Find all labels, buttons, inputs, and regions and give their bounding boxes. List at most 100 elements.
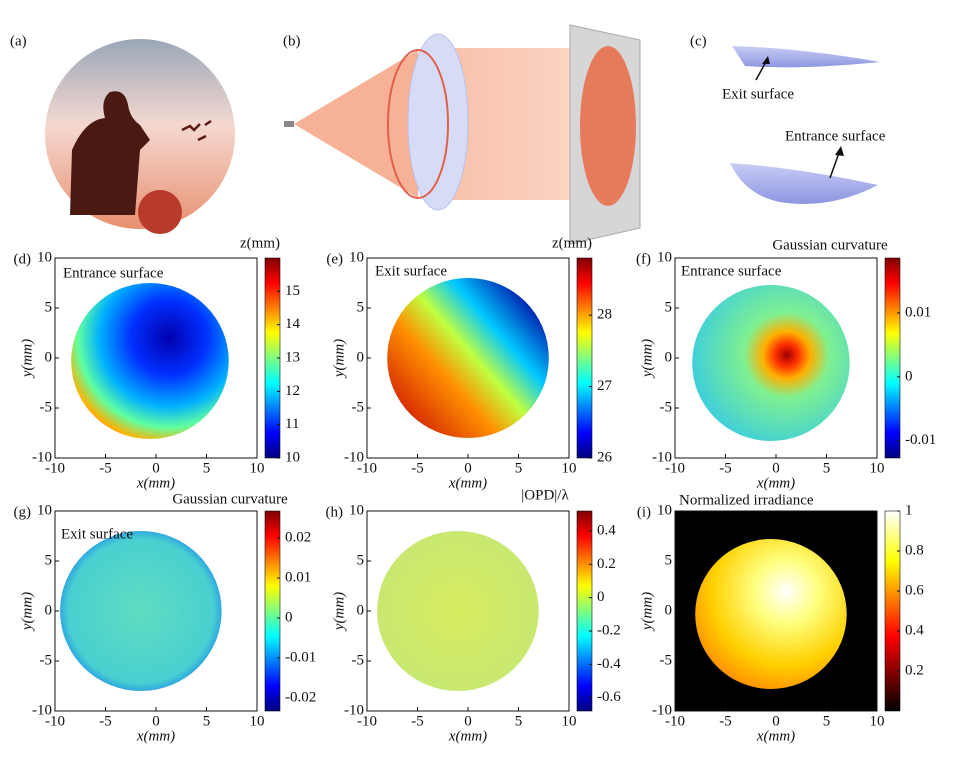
colorbar-title: |OPD|/λ xyxy=(521,487,569,503)
panel-label: (a) xyxy=(10,33,27,49)
colorbar-tick-label: 27 xyxy=(597,378,613,394)
y-tick-label: 10 xyxy=(657,249,672,265)
entrance-lens xyxy=(730,163,878,204)
x-tick-label: -10 xyxy=(665,460,685,476)
y-tick-label: 5 xyxy=(357,299,365,315)
colorbar-tick-label: 0 xyxy=(597,589,605,605)
x-tick-label: -10 xyxy=(357,713,377,729)
y-tick-label: -10 xyxy=(344,449,364,465)
colorbar-title: Gaussian curvature xyxy=(172,491,288,507)
y-tick-label: 0 xyxy=(45,602,53,618)
heatmap xyxy=(377,531,539,691)
panel-label: (i) xyxy=(637,504,651,520)
annotation: Entrance surface xyxy=(785,128,886,144)
arrowhead xyxy=(835,146,844,156)
y-tick-label: 5 xyxy=(45,552,53,568)
x-tick-label: 5 xyxy=(515,713,523,729)
y-axis-label: y(mm) xyxy=(331,339,347,379)
colorbar-tick-label: 0.6 xyxy=(905,582,924,598)
x-tick-label: 5 xyxy=(203,460,211,476)
colorbar-tick-label: 1 xyxy=(905,502,913,518)
exit-lens xyxy=(732,46,880,68)
panel-label: (f) xyxy=(636,251,651,267)
colorbar-tick-label: 0.2 xyxy=(905,662,924,678)
colorbar-title: z(mm) xyxy=(552,235,592,251)
panel-text: Entrance surface xyxy=(681,263,782,279)
y-axis-label: y(mm) xyxy=(19,592,35,632)
y-tick-label: 0 xyxy=(45,349,53,365)
y-tick-label: 5 xyxy=(357,552,365,568)
colorbar-tick-label: 0.01 xyxy=(905,304,931,320)
cone xyxy=(294,50,418,198)
x-tick-label: 5 xyxy=(823,460,831,476)
y-tick-label: -10 xyxy=(32,702,52,718)
colorbar-tick-label: 13 xyxy=(285,349,300,365)
colorbar xyxy=(576,257,593,459)
heatmap xyxy=(60,531,222,691)
y-tick-label: -10 xyxy=(32,449,52,465)
y-tick-label: -5 xyxy=(40,399,53,415)
x-tick-label: -5 xyxy=(411,460,424,476)
x-axis-label: x(mm) xyxy=(448,728,487,744)
y-tick-label: -5 xyxy=(352,652,365,668)
panel-text: Normalized irradiance xyxy=(679,492,814,508)
y-tick-label: -5 xyxy=(660,399,673,415)
y-tick-label: -10 xyxy=(652,449,672,465)
y-tick-label: 5 xyxy=(665,299,673,315)
y-axis-label: y(mm) xyxy=(19,339,35,379)
colorbar-tick-label: -0.6 xyxy=(597,689,621,705)
x-tick-label: -5 xyxy=(411,713,424,729)
x-tick-label: 10 xyxy=(870,713,885,729)
y-tick-label: -5 xyxy=(660,652,673,668)
y-tick-label: -10 xyxy=(652,702,672,718)
panel-label: (d) xyxy=(14,251,32,267)
panel-label: (e) xyxy=(326,251,343,267)
colorbar-tick-label: -0.02 xyxy=(285,689,316,705)
x-tick-label: -5 xyxy=(99,713,112,729)
x-tick-label: 5 xyxy=(515,460,523,476)
colorbar-tick-label: 26 xyxy=(597,449,613,465)
x-tick-label: 10 xyxy=(562,460,577,476)
lens-rim xyxy=(387,49,449,199)
x-tick-label: 5 xyxy=(823,713,831,729)
colorbar-tick-label: 0.2 xyxy=(597,556,616,572)
colorbar-title: z(mm) xyxy=(240,235,280,251)
colorbar-tick-label: -0.01 xyxy=(285,649,316,665)
x-tick-label: 10 xyxy=(250,460,265,476)
colorbar-tick-label: 0.8 xyxy=(905,542,924,558)
x-tick-label: 0 xyxy=(464,713,472,729)
x-tick-label: -5 xyxy=(99,460,112,476)
heatmap xyxy=(692,285,850,441)
heatmap xyxy=(387,278,549,438)
x-tick-label: 0 xyxy=(772,713,780,729)
x-axis-label: x(mm) xyxy=(756,728,795,744)
y-tick-label: 10 xyxy=(657,502,672,518)
x-axis-label: x(mm) xyxy=(756,475,795,491)
silhouette xyxy=(70,91,150,215)
colorbar-tick-label: 0.01 xyxy=(285,570,311,586)
x-tick-label: 0 xyxy=(772,460,780,476)
y-tick-label: 5 xyxy=(665,552,673,568)
colorbar-tick-label: 10 xyxy=(285,449,300,465)
colorbar xyxy=(884,257,901,459)
panel-c: (c) Exit surface Entrance surface xyxy=(690,33,886,204)
x-tick-label: -10 xyxy=(357,460,377,476)
panel-text: Exit surface xyxy=(375,263,447,279)
panel-text: Entrance surface xyxy=(63,265,164,281)
y-tick-label: 0 xyxy=(665,349,673,365)
screen-image xyxy=(580,46,636,206)
lens xyxy=(407,33,469,211)
y-tick-label: 0 xyxy=(665,602,673,618)
x-tick-label: -10 xyxy=(45,713,65,729)
birds xyxy=(181,119,212,142)
y-tick-label: -5 xyxy=(40,652,53,668)
colorbar-tick-label: 0 xyxy=(285,609,293,625)
panel-label: (b) xyxy=(283,33,301,49)
x-tick-label: 0 xyxy=(152,713,160,729)
x-tick-label: 5 xyxy=(203,713,211,729)
y-tick-label: -10 xyxy=(344,702,364,718)
y-tick-label: 5 xyxy=(45,299,53,315)
heatmap xyxy=(695,539,847,689)
colorbar-title: Gaussian curvature xyxy=(772,237,888,253)
panel-a: (a) xyxy=(10,33,235,234)
